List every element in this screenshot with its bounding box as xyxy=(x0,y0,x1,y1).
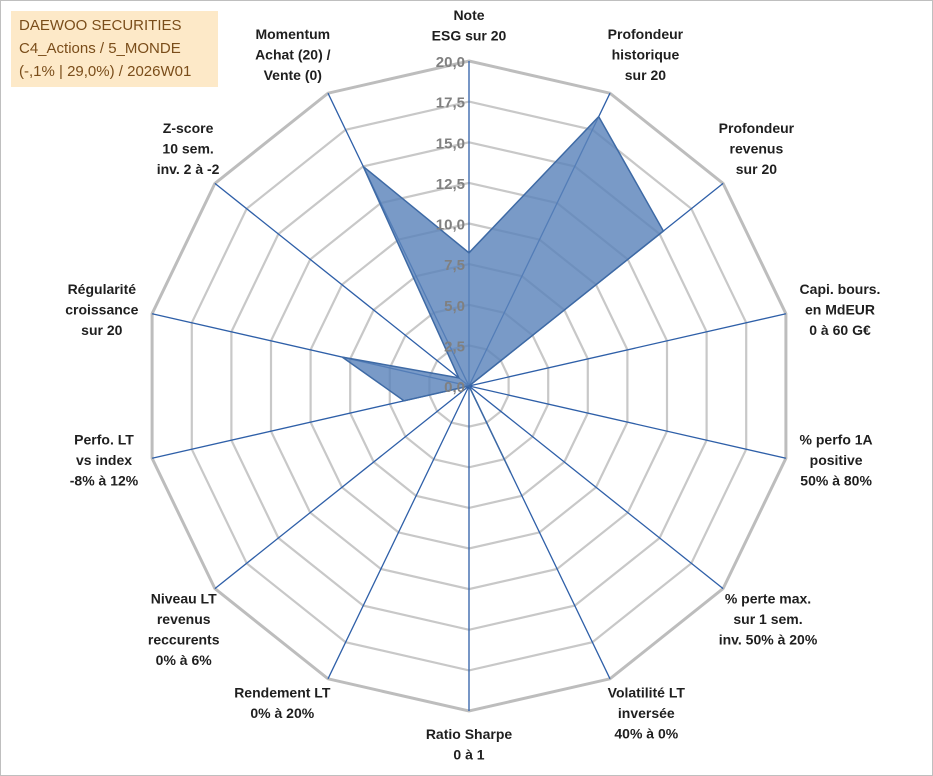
axis-label: Profondeur revenus sur 20 xyxy=(719,120,795,177)
axis-label-line: inversée xyxy=(618,705,675,721)
axis-label-line: inv. 50% à 20% xyxy=(719,631,818,647)
axis-label-line: 40% à 0% xyxy=(614,725,678,741)
axis-label-line: Régularité xyxy=(68,281,137,297)
axis-label-line: 10 sem. xyxy=(162,141,213,157)
axis-label-line: positive xyxy=(810,452,863,468)
axis-spoke xyxy=(468,385,787,459)
axis-label: Capi. bours. en MdEUR 0 à 60 G€ xyxy=(800,281,881,338)
axis-label-line: Perfo. LT xyxy=(74,432,134,448)
axis-label-line: revenus xyxy=(730,141,784,157)
axis-label: Note ESG sur 20 xyxy=(432,7,507,44)
axis-label: Volatilité LT inversée 40% à 0% xyxy=(608,684,686,741)
tick-label: 10,0 xyxy=(436,217,465,234)
axis-label-line: historique xyxy=(612,47,680,63)
axis-label-line: -8% à 12% xyxy=(70,473,139,489)
axis-label-line: sur 1 sem. xyxy=(733,611,802,627)
axis-label-line: sur 20 xyxy=(625,67,666,83)
axis-label-line: Vente (0) xyxy=(264,67,322,83)
tick-label: 2,5 xyxy=(444,338,465,355)
axis-label: Z-score 10 sem. inv. 2 à -2 xyxy=(157,120,220,177)
info-category: C4_Actions / 5_MONDE xyxy=(19,40,181,57)
axis-label: Rendement LT 0% à 20% xyxy=(234,684,331,721)
axis-label-line: 0% à 6% xyxy=(156,652,213,668)
axis-labels: Note ESG sur 20 Profondeur historique sur 20… xyxy=(65,7,880,763)
axis-label-line: Volatilité LT xyxy=(608,684,686,700)
axis-label-line: 0% à 20% xyxy=(250,705,314,721)
axis-label-line: % perfo 1A xyxy=(800,432,873,448)
axis-label-line: Ratio Sharpe xyxy=(426,726,513,742)
info-box: DAEWOO SECURITIES C4_Actions / 5_MONDE (… xyxy=(11,11,218,87)
axis-label-line: sur 20 xyxy=(736,161,777,177)
axis-label-line: vs index xyxy=(76,452,132,468)
axis-label-line: revenus xyxy=(157,611,211,627)
tick-label: 5,0 xyxy=(444,298,465,315)
axis-label: Régularité croissance sur 20 xyxy=(65,281,138,338)
tick-label: 17,5 xyxy=(436,95,465,112)
axis-label-line: Momentum xyxy=(255,26,330,42)
axis-label: Perfo. LT vs index -8% à 12% xyxy=(70,432,139,489)
axis-spoke xyxy=(214,385,470,590)
tick-label: 0,0 xyxy=(444,379,465,396)
axis-label-line: Profondeur xyxy=(719,120,795,136)
axis-label-line: Z-score xyxy=(163,120,214,136)
axis-label: Profondeur historique sur 20 xyxy=(608,26,684,83)
info-company-name: DAEWOO SECURITIES xyxy=(19,17,182,34)
axis-label-line: Note xyxy=(453,7,484,23)
axis-label-line: Achat (20) / xyxy=(255,47,331,63)
axis-label-line: 0 à 1 xyxy=(453,747,484,763)
tick-label: 15,0 xyxy=(436,135,465,152)
axis-spoke xyxy=(468,313,787,387)
axis-label-line: Rendement LT xyxy=(234,684,331,700)
axis-spoke xyxy=(468,385,724,590)
tick-label: 20,0 xyxy=(436,54,465,71)
axis-label-line: % perte max. xyxy=(725,590,811,606)
tick-label: 7,5 xyxy=(444,257,465,274)
axis-label-line: Profondeur xyxy=(608,26,684,42)
axis-label: Niveau LT revenus reccurents 0% à 6% xyxy=(148,590,220,668)
axis-label-line: 0 à 60 G€ xyxy=(809,322,871,338)
tick-label: 12,5 xyxy=(436,176,465,193)
axis-label-line: inv. 2 à -2 xyxy=(157,161,220,177)
axis-spoke xyxy=(327,385,470,680)
axis-label-line: 50% à 80% xyxy=(800,473,872,489)
axis-label-line: Capi. bours. xyxy=(800,281,881,297)
radial-tick-labels: 0,0 2,5 5,0 7,5 10,0 12,5 15,0 17,5 20,0 xyxy=(436,54,465,396)
info-period: (-,1% | 29,0%) / 2026W01 xyxy=(19,63,192,80)
radar-data xyxy=(341,115,665,473)
axis-label-line: reccurents xyxy=(148,631,220,647)
axis-label-line: sur 20 xyxy=(81,322,122,338)
axis-label-line: Niveau LT xyxy=(151,590,217,606)
axis-label-line: ESG sur 20 xyxy=(432,28,507,44)
axis-label: % perfo 1A positive 50% à 80% xyxy=(800,432,873,489)
axis-label-line: en MdEUR xyxy=(805,301,875,317)
axis-spoke xyxy=(214,182,470,387)
axis-label: Momentum Achat (20) / Vente (0) xyxy=(255,26,331,83)
axis-label: % perte max. sur 1 sem. inv. 50% à 20% xyxy=(719,590,818,647)
axis-label: Ratio Sharpe 0 à 1 xyxy=(426,726,513,763)
axis-label-line: croissance xyxy=(65,301,138,317)
